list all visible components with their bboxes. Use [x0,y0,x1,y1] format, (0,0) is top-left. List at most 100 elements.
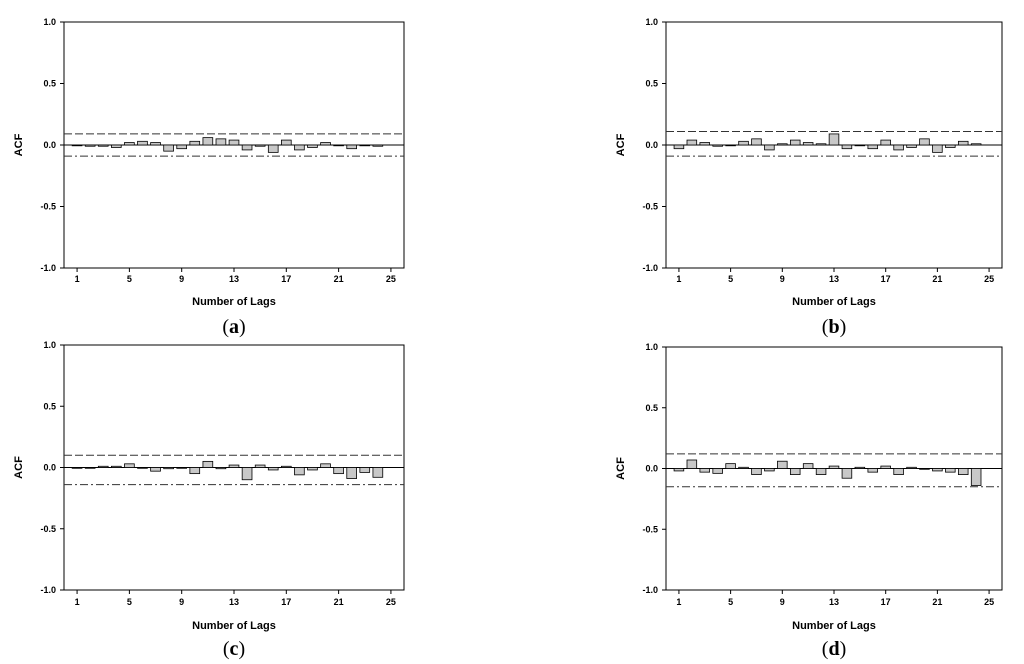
acf-bar [281,139,292,146]
panel-caption: (d) [822,638,846,660]
y-tick-label: 0.0 [645,464,658,474]
acf-bar [163,144,174,152]
x-tick-label: 25 [984,597,994,607]
acf-panel-c: 1.0 0.5 0.0 -0.5 -1.0 1 5 9 13 17 21 25 Number of La… [13,340,405,660]
acf-bar [176,144,187,150]
acf-bar [919,138,930,146]
y-tick-label: 0.5 [43,79,56,89]
acf-bar [176,467,187,469]
y-axis-label: ACF [615,133,627,156]
x-tick-label: 17 [281,274,291,284]
acf-bar [712,144,723,147]
acf-bar [854,144,866,147]
panel-caption: (c) [223,638,245,660]
y-axis-label: ACF [615,457,627,480]
acf-bar [841,468,853,479]
x-tick-label: 17 [881,597,891,607]
y-tick-label: -0.5 [642,524,658,534]
y-tick-label: -1.0 [40,263,56,273]
x-axis-label: Number of Lags [192,620,276,632]
acf-bar [111,465,122,468]
acf-bar [97,465,109,468]
x-tick-label: 13 [829,274,839,284]
acf-bar [241,467,253,481]
y-tick-label: 0.5 [645,79,658,89]
acf-bar [359,467,371,473]
acf-bar [189,467,201,475]
acf-bar [828,133,840,146]
acf-bar [880,139,891,146]
x-tick-label: 5 [728,597,733,607]
acf-bar [372,467,384,478]
acf-bar [906,144,917,148]
x-tick-label: 21 [932,597,942,607]
x-tick-label: 9 [780,274,785,284]
acf-bar [957,140,969,146]
acf-bar [686,459,698,469]
acf-bar [241,144,253,151]
acf-bar [84,467,96,469]
acf-bar [254,144,266,147]
acf-bar [267,467,279,471]
acf-bar [919,468,930,470]
x-tick-label: 9 [179,597,184,607]
acf-panel-d: 1.0 0.5 0.0 -0.5 -1.0 1 5 9 13 17 21 25 Number of La… [615,342,1003,660]
y-tick-label: -0.5 [642,202,658,212]
y-tick-label: 1.0 [645,342,658,352]
y-tick-label: -1.0 [642,585,658,595]
acf-bar [294,144,305,151]
acf-bar [320,463,331,468]
y-tick-label: 0.5 [645,403,658,413]
acf-bar [880,465,891,469]
acf-bar [97,144,109,147]
acf-bar [932,144,943,153]
acf-bar [725,144,736,147]
acf-bar [333,144,344,147]
acf-bar [71,467,83,469]
y-tick-label: -1.0 [642,263,658,273]
x-tick-label: 25 [386,597,396,607]
acf-bar [893,468,904,475]
panel-caption: (a) [222,316,245,338]
acf-bar [215,467,227,470]
x-tick-label: 13 [829,597,839,607]
acf-bar [320,142,331,146]
acf-bar [841,144,853,150]
acf-bar [957,468,969,475]
acf-bar [254,464,266,468]
y-tick-label: 0.0 [43,463,56,473]
y-axis-label: ACF [13,456,25,479]
y-tick-label: 1.0 [43,340,56,350]
acf-bar [764,144,775,151]
acf-bar [970,468,982,486]
x-tick-label: 21 [334,274,344,284]
acf-bar [751,138,762,146]
acf-bar [764,468,775,472]
y-tick-label: -0.5 [40,202,56,212]
x-tick-label: 1 [75,597,80,607]
acf-bar [686,139,698,146]
acf-bar [150,142,161,146]
x-tick-label: 9 [179,274,184,284]
acf-bar [725,463,736,469]
x-axis-label: Number of Lags [192,296,276,308]
acf-bar [854,466,866,469]
acf-bar [673,144,685,150]
acf-bar [789,139,801,146]
acf-bar [802,142,814,146]
acf-bar [281,465,292,468]
y-axis-label: ACF [13,133,25,156]
acf-bar [932,468,943,472]
acf-bar [802,463,814,469]
acf-bar [307,144,318,148]
acf-bar [906,466,917,469]
acf-bar [163,467,174,470]
acf-bar [267,144,279,153]
acf-bar [867,468,879,473]
acf-bar [970,143,982,146]
acf-bar [346,467,357,479]
x-axis-label: Number of Lags [792,296,876,308]
acf-bar [189,140,201,146]
acf-bar [815,143,827,146]
